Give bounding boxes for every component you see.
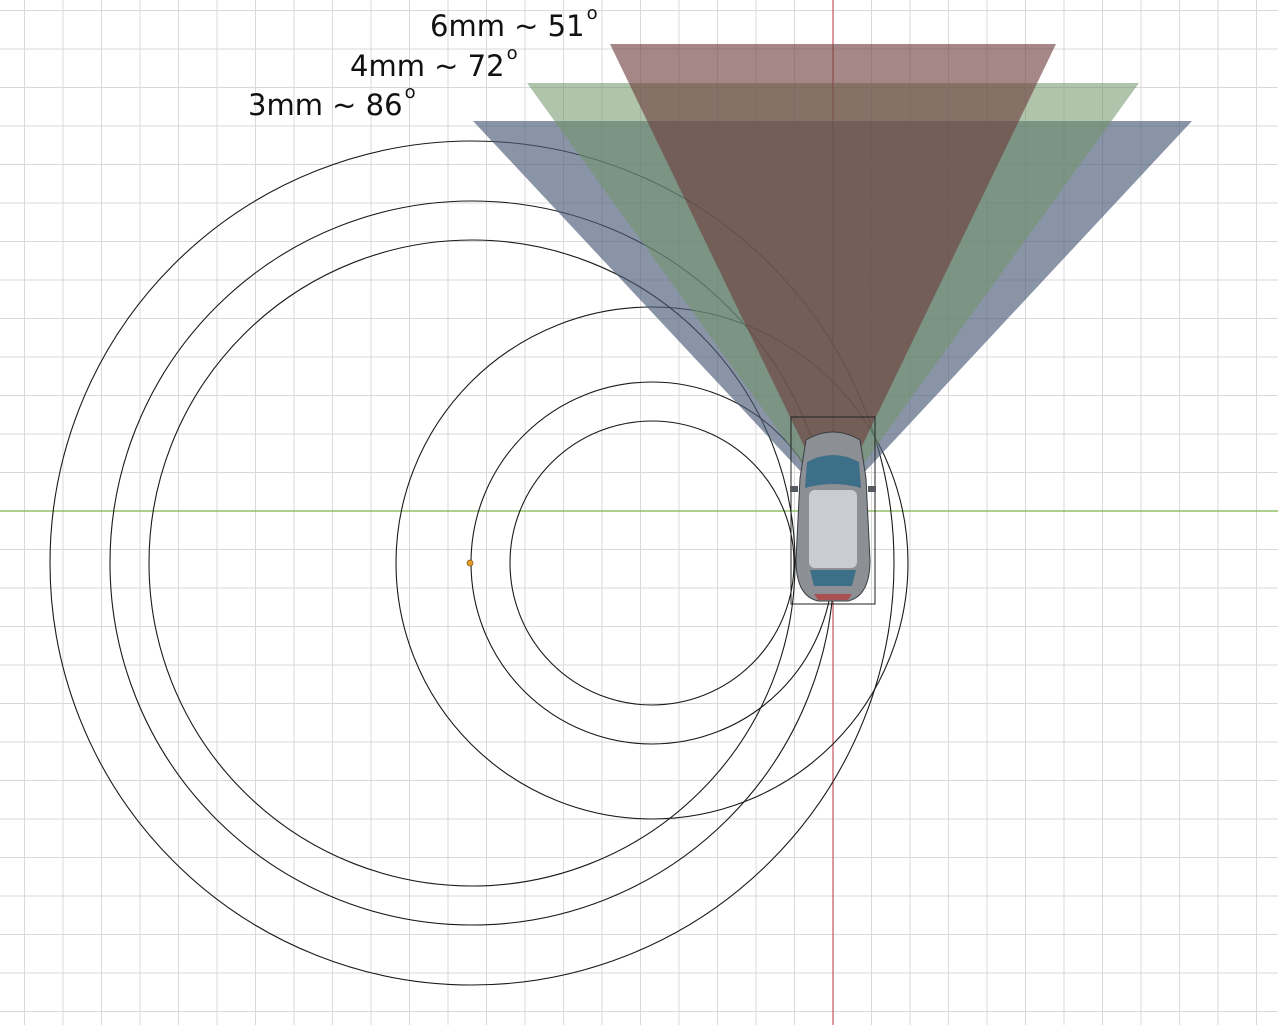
turning-circle-inner-small — [509, 420, 795, 706]
fov-cone-6mm — [610, 44, 1056, 506]
label-3mm-text: 3mm ~ 86 — [248, 88, 403, 122]
turning-circle-inner-large — [148, 239, 796, 887]
vehicle-rear-light — [814, 594, 852, 600]
vehicle-rear-window — [810, 570, 856, 586]
label-4mm-degree: o — [507, 43, 518, 64]
fov-cones — [473, 44, 1192, 506]
turning-circle-outer-large — [49, 140, 895, 986]
car-top-view-icon[interactable] — [790, 416, 876, 605]
label-4mm: 4mm ~ 72 o — [350, 43, 518, 83]
pivot-point-icon[interactable] — [466, 559, 474, 567]
vehicle-bounding-box — [790, 416, 876, 605]
label-6mm-text: 6mm ~ 51 — [430, 9, 585, 43]
label-4mm-text: 4mm ~ 72 — [350, 49, 505, 83]
vehicle-roof — [809, 490, 857, 568]
label-6mm: 6mm ~ 51 o — [430, 3, 598, 43]
label-3mm: 3mm ~ 86 o — [248, 82, 416, 122]
vehicle-right-mirror — [868, 486, 876, 492]
fov-labels: 6mm ~ 51 o 4mm ~ 72 o 3mm ~ 86 o — [248, 3, 598, 122]
label-6mm-degree: o — [587, 3, 598, 24]
label-3mm-degree: o — [405, 82, 416, 103]
vehicle-left-mirror — [790, 486, 798, 492]
vehicle-windshield — [805, 455, 861, 488]
